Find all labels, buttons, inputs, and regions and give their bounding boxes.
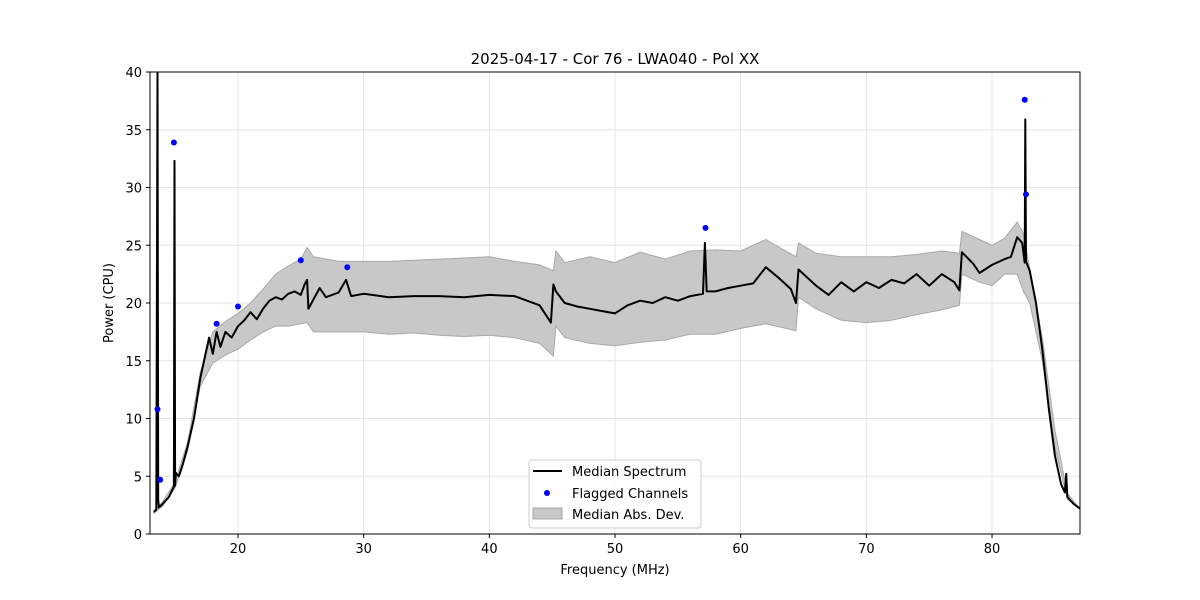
y-tick-label: 0 [134,528,142,543]
chart-title: 2025-04-17 - Cor 76 - LWA040 - Pol XX [471,50,760,68]
legend-box [528,459,702,529]
legend-flagged-swatch [544,490,550,496]
legend-flagged-label: Flagged Channels [572,487,688,502]
flagged-channel-point [170,139,177,146]
flagged-channel-point [702,224,709,231]
flagged-channel-point [154,406,161,413]
flagged-channel-point [1023,191,1029,198]
y-tick-label: 35 [125,124,142,139]
flagged-channel-point [297,257,304,264]
y-tick-label: 25 [125,239,142,254]
x-tick-label: 50 [607,542,624,557]
x-tick-label: 30 [355,542,372,557]
y-axis-label: Power (CPU) [102,263,117,343]
legend: Median Spectrum Flagged Channels Median … [528,459,702,529]
median-spectrum-line [153,72,1080,513]
y-tick-label: 10 [125,413,142,428]
x-axis-ticks: 20 30 40 50 60 70 80 [230,534,1001,557]
y-tick-label: 15 [125,355,142,370]
legend-mad-swatch [532,507,563,520]
x-tick-label: 20 [230,542,247,557]
median-line-layer [153,72,1080,513]
flagged-points-layer [154,96,1029,483]
flagged-channel-point [213,320,220,327]
flagged-channel-point [157,476,164,483]
y-tick-label: 40 [125,66,142,81]
x-tick-label: 60 [732,542,749,557]
x-tick-label: 40 [481,542,498,557]
legend-median-label: Median Spectrum [572,465,686,480]
y-tick-label: 30 [125,182,142,197]
x-tick-label: 70 [858,542,875,557]
flagged-channel-point [1021,96,1028,103]
x-tick-label: 80 [984,542,1001,557]
flagged-channel-point [344,264,351,271]
y-tick-label: 20 [125,297,142,312]
x-axis-label: Frequency (MHz) [560,563,669,578]
y-tick-label: 5 [134,470,142,485]
flagged-channel-point [235,303,241,310]
y-axis-ticks: 0 5 10 15 20 25 30 35 40 [125,66,150,543]
legend-mad-label: Median Abs. Dev. [572,508,684,523]
